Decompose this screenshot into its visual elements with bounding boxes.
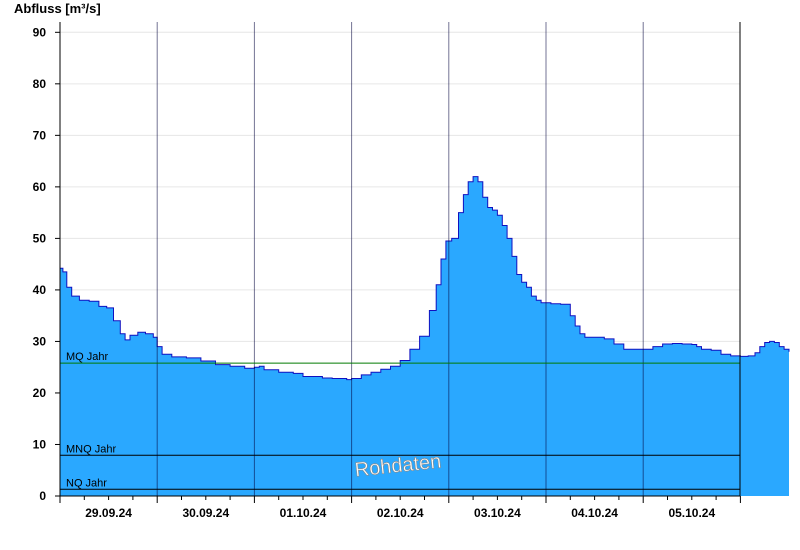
y-tick-label: 80	[33, 77, 47, 91]
vertical-grid	[156, 22, 644, 496]
x-tick-labels: 29.09.24 30.09.24 01.10.24 02.10.24 03.10.24…	[59, 496, 741, 520]
x-tick-label: 05.10.24	[668, 506, 715, 520]
discharge-line	[60, 176, 790, 381]
reference-lines: MQ Jahr MNQ Jahr NQ Jahr	[60, 351, 740, 490]
y-tick-label: 70	[33, 128, 47, 142]
y-tick-label: 40	[33, 283, 47, 297]
y-tick-label: 60	[33, 180, 47, 194]
x-tick-label: 02.10.24	[377, 506, 424, 520]
y-tick-label: 20	[33, 386, 47, 400]
x-tick-label: 01.10.24	[280, 506, 327, 520]
y-tick-label: 10	[33, 437, 47, 451]
y-tick-labels: 0 10 20 30 40 50 60 70 80 90	[33, 25, 60, 503]
x-tick-label: 29.09.24	[85, 506, 132, 520]
y-tick-label: 30	[33, 334, 47, 348]
reference-line-label: MQ Jahr	[66, 351, 109, 363]
x-tick-label: 03.10.24	[474, 506, 521, 520]
reference-line-label: MNQ Jahr	[66, 443, 116, 455]
y-tick-label: 0	[39, 489, 46, 503]
x-tick-label: 04.10.24	[571, 506, 618, 520]
area-series	[60, 176, 790, 496]
y-axis-label: Abfluss [m³/s]	[14, 1, 101, 16]
reference-line-label: NQ Jahr	[66, 477, 107, 489]
y-tick-label: 50	[33, 231, 47, 245]
y-tick-label: 90	[33, 25, 47, 39]
x-tick-label: 30.09.24	[182, 506, 229, 520]
